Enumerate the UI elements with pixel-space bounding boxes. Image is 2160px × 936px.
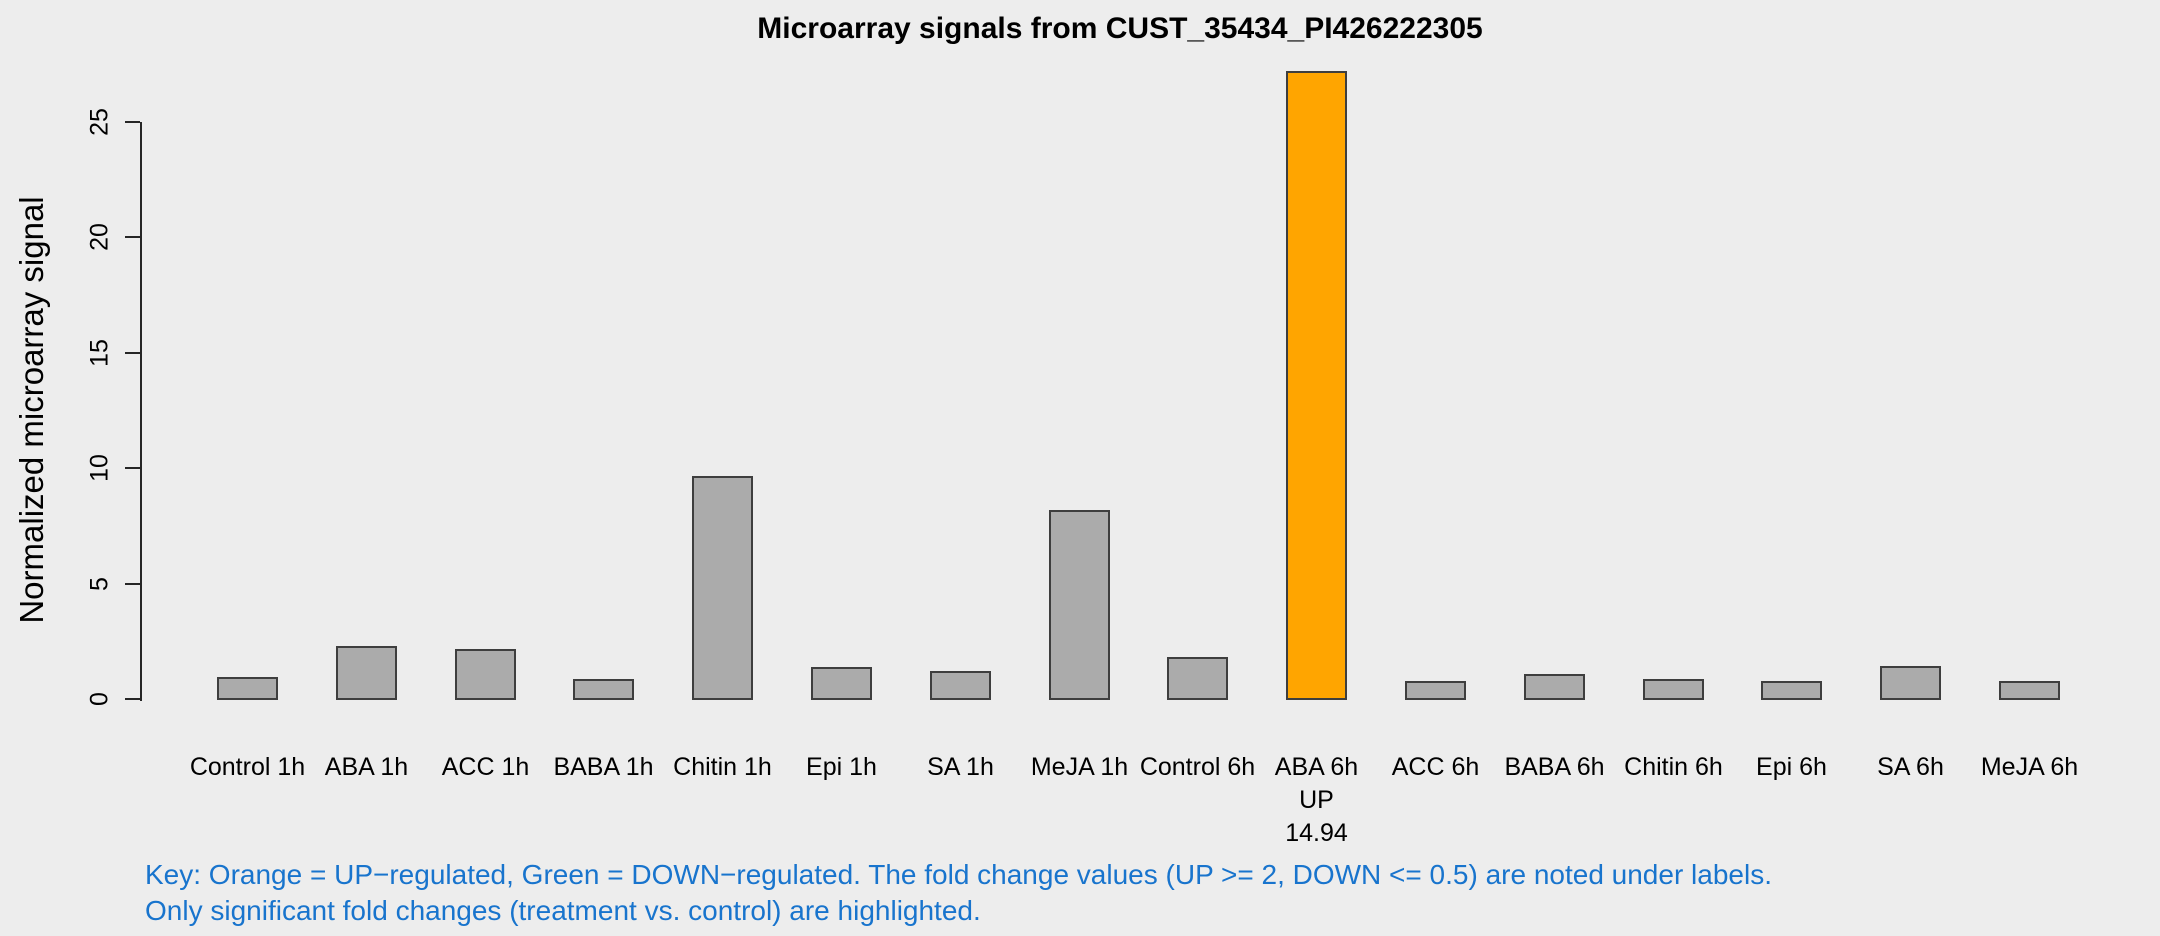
bar-acc-1h (455, 649, 516, 700)
x-axis-label-text: Chitin 6h (1624, 753, 1723, 781)
bar-control-6h (1167, 657, 1228, 700)
x-axis-label-epi-1h: Epi 1h (772, 751, 912, 784)
bar-sa-6h (1880, 666, 1941, 700)
bar-meja-1h (1049, 510, 1110, 700)
x-axis-label-text: Control 6h (1139, 753, 1256, 781)
x-axis-label-aba-6h: ABA 6h UP 14.94 (1247, 751, 1387, 850)
x-axis-label-chitin-1h: Chitin 1h (653, 751, 793, 784)
x-axis-label-text: Control 1h (189, 753, 306, 781)
y-tick-mark (125, 698, 140, 700)
x-axis-label-text: Epi 1h (806, 753, 877, 781)
x-axis-label-sa-6h: SA 6h (1841, 751, 1981, 784)
bar-acc-6h (1405, 681, 1466, 700)
x-axis-label-text: Epi 6h (1756, 753, 1827, 781)
x-axis-label-text: MeJA 6h (1980, 753, 2079, 781)
y-tick-mark (125, 351, 140, 354)
bar-baba-6h (1524, 674, 1585, 700)
bar-epi-1h (811, 667, 872, 700)
y-tick-label-text: 5 (85, 576, 114, 591)
bar-chitin-6h (1643, 679, 1704, 700)
y-axis-label-text: Normalized microarray signal (13, 196, 50, 624)
bar-epi-6h (1761, 681, 1822, 700)
x-axis-label-meja-6h: MeJA 6h (1960, 751, 2100, 784)
bar-aba-6h (1286, 71, 1347, 700)
x-axis-label-text: BABA 1h (553, 753, 654, 781)
key-note-line1: Key: Orange = UP−regulated, Green = DOWN… (145, 859, 1772, 890)
y-tick-mark (125, 582, 140, 585)
y-tick-mark (125, 121, 140, 123)
x-axis-label-text: MeJA 1h (1030, 753, 1129, 781)
key-note: Key: Orange = UP−regulated, Green = DOWN… (145, 857, 1772, 929)
fold-change-annotation-line: 14.94 (1285, 819, 1348, 847)
bar-baba-1h (573, 679, 634, 700)
y-tick-mark (125, 467, 140, 470)
y-tick-label-text: 10 (85, 454, 114, 483)
x-axis-label-meja-1h: MeJA 1h (1010, 751, 1150, 784)
x-axis-label-aba-1h: ABA 1h (297, 751, 437, 784)
y-tick-label-text: 20 (85, 223, 114, 252)
x-axis-label-text: ACC 1h (441, 753, 530, 781)
fold-change-annotation-line: UP (1299, 786, 1334, 814)
x-axis-label-text: SA 1h (927, 753, 994, 781)
x-axis-label-text: SA 6h (1877, 753, 1944, 781)
bar-meja-6h (1999, 681, 2060, 700)
y-tick-label-text: 25 (85, 108, 114, 136)
bar-aba-1h (336, 646, 397, 700)
y-tick-label-text: 15 (85, 338, 114, 367)
x-axis-label-text: ACC 6h (1391, 753, 1480, 781)
x-axis-label-control-6h: Control 6h (1128, 751, 1268, 784)
y-axis-line (140, 122, 142, 701)
x-axis-label-baba-6h: BABA 6h (1485, 751, 1625, 784)
x-axis-label-chitin-6h: Chitin 6h (1604, 751, 1744, 784)
x-axis-label-control-1h: Control 1h (178, 751, 318, 784)
x-axis-label-sa-1h: SA 1h (891, 751, 1031, 784)
x-axis-label-acc-6h: ACC 6h (1366, 751, 1506, 784)
key-note-line2: Only significant fold changes (treatment… (145, 895, 981, 926)
y-tick-mark (125, 236, 140, 239)
x-axis-label-text: ABA 6h (1274, 753, 1359, 781)
bar-chitin-1h (692, 476, 753, 700)
x-axis-label-acc-1h: ACC 1h (416, 751, 556, 784)
chart-title: Microarray signals from CUST_35434_PI426… (757, 12, 1483, 45)
x-axis-label-text: Chitin 1h (673, 753, 772, 781)
x-axis-label-text: ABA 1h (324, 753, 409, 781)
y-tick-label-text: 0 (85, 692, 114, 706)
bar-sa-1h (930, 671, 991, 700)
x-axis-label-text: BABA 6h (1504, 753, 1605, 781)
x-axis-label-baba-1h: BABA 1h (534, 751, 674, 784)
x-axis-label-epi-6h: Epi 6h (1722, 751, 1862, 784)
bar-control-1h (217, 677, 278, 700)
